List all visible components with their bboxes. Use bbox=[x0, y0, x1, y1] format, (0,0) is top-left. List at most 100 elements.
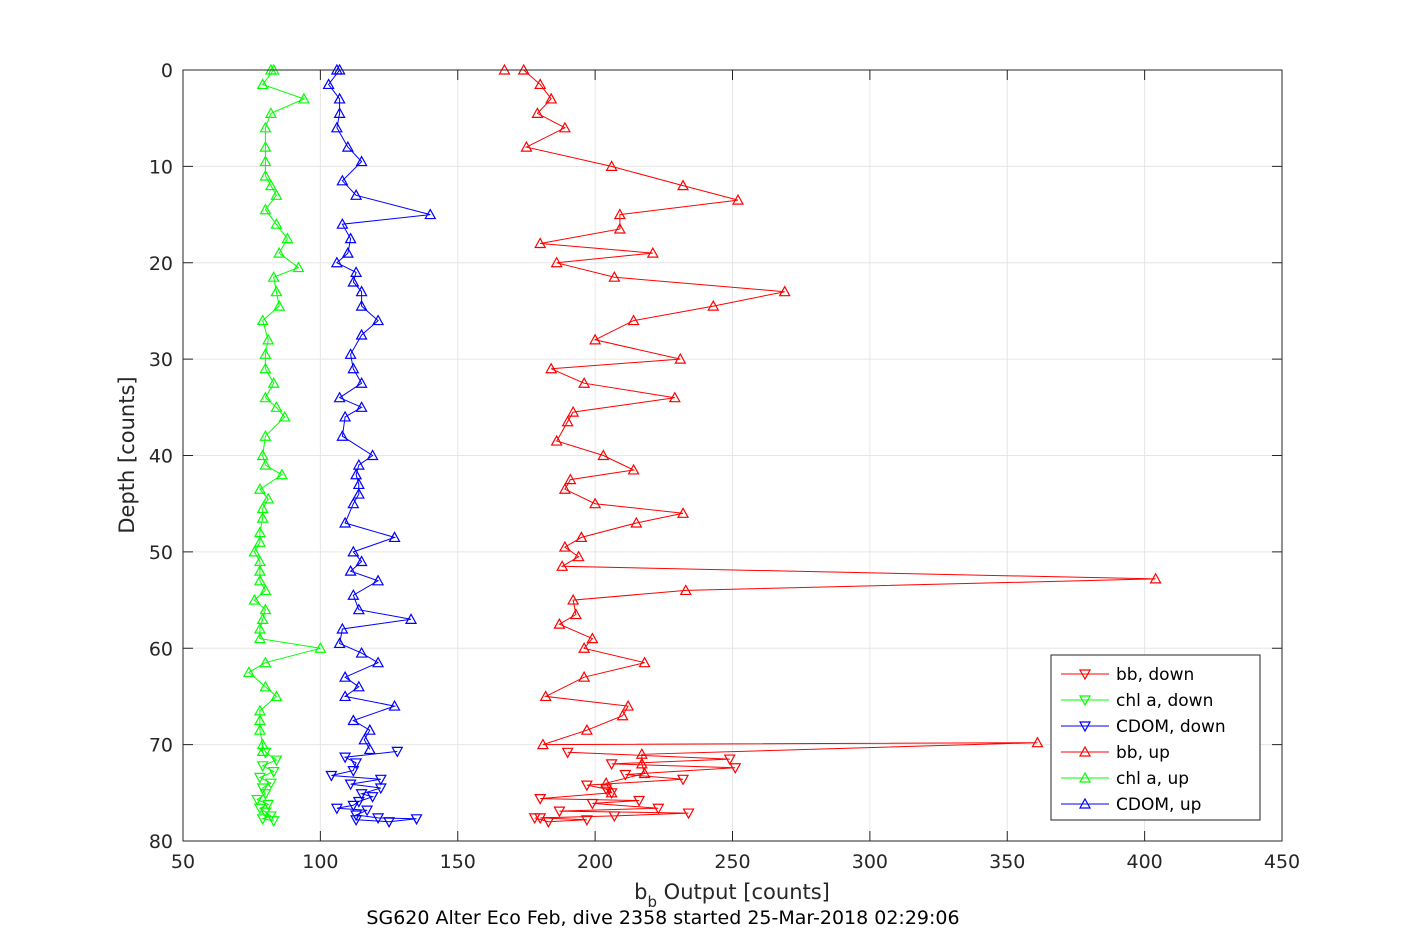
legend-box bbox=[1050, 654, 1261, 821]
legend-marker bbox=[1078, 695, 1092, 707]
legend-entry-label: CDOM, up bbox=[1116, 795, 1201, 815]
data-point bbox=[586, 798, 599, 810]
data-point bbox=[336, 174, 349, 186]
data-point bbox=[333, 637, 346, 649]
series-line bbox=[248, 69, 321, 752]
data-point bbox=[259, 348, 272, 359]
data-point bbox=[253, 482, 266, 494]
data-point bbox=[256, 78, 269, 90]
data-point bbox=[259, 362, 272, 374]
series-3 bbox=[498, 63, 1162, 798]
data-point bbox=[567, 593, 580, 605]
x-tick-label: 200 bbox=[577, 851, 613, 873]
y-tick-label: 70 bbox=[149, 735, 173, 757]
data-point bbox=[558, 540, 571, 552]
data-point bbox=[278, 410, 291, 422]
data-point bbox=[344, 779, 357, 791]
data-point bbox=[267, 816, 280, 827]
series-1 bbox=[251, 747, 283, 827]
data-point bbox=[339, 410, 352, 422]
data-point bbox=[256, 613, 269, 624]
data-point bbox=[355, 401, 368, 412]
data-point bbox=[363, 723, 376, 735]
data-point bbox=[253, 632, 266, 644]
data-point bbox=[580, 723, 593, 735]
data-point bbox=[352, 487, 365, 499]
data-point bbox=[273, 246, 286, 258]
data-point bbox=[633, 795, 646, 807]
x-tick-label: 350 bbox=[989, 851, 1025, 873]
data-point bbox=[267, 767, 280, 778]
data-point bbox=[682, 808, 695, 820]
data-point bbox=[347, 766, 360, 777]
data-point bbox=[531, 107, 544, 118]
data-point bbox=[383, 817, 396, 828]
data-point bbox=[586, 632, 599, 644]
data-point bbox=[344, 348, 357, 359]
data-point bbox=[366, 449, 379, 461]
data-point bbox=[553, 617, 566, 629]
data-point bbox=[578, 670, 591, 682]
data-point bbox=[251, 794, 264, 806]
data-point bbox=[256, 449, 269, 461]
data-point bbox=[347, 589, 360, 600]
data-point bbox=[270, 285, 283, 297]
data-point bbox=[259, 656, 272, 668]
data-point bbox=[330, 256, 343, 268]
data-point bbox=[259, 203, 272, 215]
data-point bbox=[259, 429, 272, 441]
data-point bbox=[355, 555, 368, 567]
data-point bbox=[347, 275, 360, 287]
data-point bbox=[679, 584, 692, 596]
data-point bbox=[539, 690, 552, 702]
x-tick-label: 300 bbox=[852, 851, 888, 873]
x-axis-label-rest: Output [counts] bbox=[657, 880, 830, 904]
data-point bbox=[270, 401, 283, 412]
data-point bbox=[616, 709, 629, 721]
series-line bbox=[331, 750, 417, 823]
data-point bbox=[545, 362, 558, 374]
data-point bbox=[731, 193, 745, 205]
data-point bbox=[597, 449, 610, 461]
data-point bbox=[355, 376, 368, 388]
legend-entry-label: bb, up bbox=[1116, 743, 1170, 763]
data-point bbox=[264, 179, 277, 191]
data-point bbox=[553, 806, 566, 818]
data-point bbox=[344, 564, 357, 576]
data-point bbox=[372, 656, 385, 668]
data-point bbox=[589, 333, 602, 345]
data-point bbox=[723, 754, 736, 766]
data-point bbox=[273, 299, 286, 311]
data-point bbox=[677, 774, 690, 786]
data-point bbox=[605, 759, 618, 771]
data-point bbox=[347, 497, 360, 509]
data-point bbox=[339, 670, 352, 682]
data-point bbox=[322, 78, 335, 90]
data-point bbox=[567, 405, 580, 417]
data-point bbox=[366, 792, 379, 803]
data-point bbox=[374, 783, 387, 795]
data-point bbox=[578, 376, 591, 388]
data-point bbox=[605, 160, 618, 171]
data-point bbox=[350, 189, 363, 200]
series-layer bbox=[242, 63, 1162, 828]
data-point bbox=[339, 516, 352, 528]
x-tick-label: 250 bbox=[714, 851, 750, 873]
legend-marker bbox=[1078, 797, 1092, 809]
data-point bbox=[355, 155, 368, 167]
y-tick-label: 10 bbox=[149, 156, 173, 178]
data-point bbox=[347, 362, 360, 374]
data-point bbox=[388, 699, 401, 711]
caption: SG620 Alter Eco Feb, dive 2358 started 2… bbox=[366, 907, 959, 929]
data-point bbox=[275, 468, 288, 480]
data-point bbox=[652, 803, 665, 815]
data-point bbox=[372, 813, 385, 825]
data-point bbox=[256, 783, 269, 795]
data-point bbox=[256, 738, 269, 750]
data-point bbox=[256, 745, 269, 756]
data-point bbox=[344, 232, 357, 244]
data-point bbox=[347, 545, 360, 557]
data-point bbox=[405, 613, 418, 624]
data-point bbox=[248, 593, 261, 605]
legend-marker bbox=[1078, 771, 1092, 783]
